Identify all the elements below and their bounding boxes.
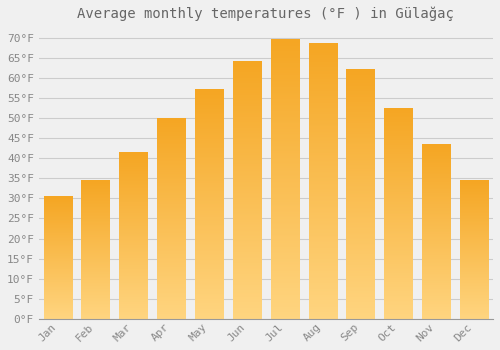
Title: Average monthly temperatures (°F ) in Gülağaç: Average monthly temperatures (°F ) in Gü… — [78, 7, 454, 21]
